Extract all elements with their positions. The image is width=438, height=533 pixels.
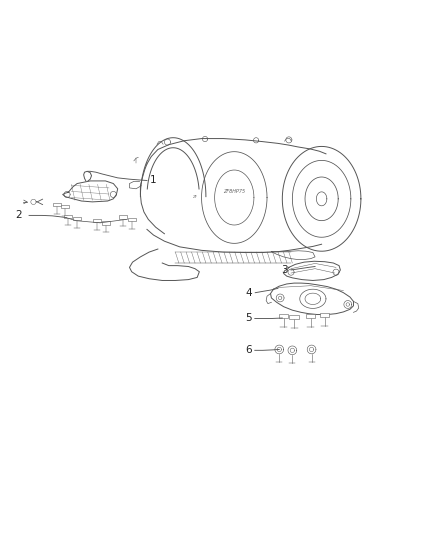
Text: ZF8HP75: ZF8HP75 [223,189,245,194]
Polygon shape [289,315,299,319]
Polygon shape [61,205,69,208]
Text: 4: 4 [245,288,252,298]
Polygon shape [130,249,199,280]
Polygon shape [128,217,136,221]
Polygon shape [306,314,315,318]
Text: 6: 6 [245,345,252,356]
Text: 2: 2 [15,211,21,221]
Polygon shape [53,203,60,206]
Polygon shape [102,221,110,224]
Text: 3: 3 [281,265,288,275]
Polygon shape [64,215,72,218]
Polygon shape [272,251,315,260]
Polygon shape [271,283,353,314]
Polygon shape [119,215,127,219]
Text: 5: 5 [245,313,252,324]
Text: 1: 1 [150,175,157,185]
Polygon shape [63,181,118,202]
Text: ZF: ZF [192,195,198,199]
Polygon shape [284,261,340,280]
Polygon shape [279,314,288,318]
Polygon shape [73,217,81,220]
Polygon shape [320,313,329,317]
Polygon shape [93,219,101,222]
